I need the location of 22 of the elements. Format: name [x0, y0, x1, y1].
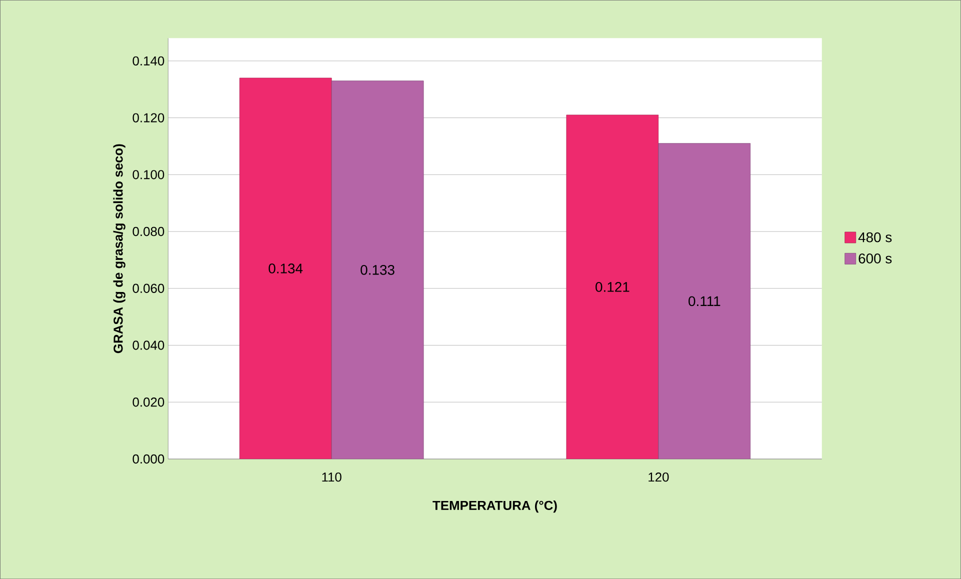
- y-tick-label: 0.100: [132, 170, 164, 180]
- data-label: 0.111: [688, 296, 720, 306]
- bar: [331, 80, 424, 459]
- legend-label: 600 s: [858, 253, 892, 264]
- y-tick-label: 0.040: [132, 340, 164, 350]
- y-tick-label: 0.060: [132, 284, 164, 293]
- bar: [658, 143, 751, 459]
- data-label: 0.134: [268, 263, 303, 274]
- y-axis-title: GRASA (g de grasa/g solido seco): [113, 144, 126, 354]
- y-tick-label: 0.080: [132, 226, 164, 236]
- y-tick-label: 0.020: [132, 397, 164, 407]
- x-tick-label: 120: [648, 472, 669, 482]
- legend-label: 480 s: [858, 232, 892, 242]
- x-axis-title: TEMPERATURA (°C): [432, 500, 557, 513]
- y-tick-label: 0.140: [132, 56, 164, 66]
- data-label: 0.133: [360, 264, 394, 275]
- bar: [566, 114, 659, 459]
- x-tick-label: 110: [322, 472, 342, 482]
- data-label: 0.121: [596, 282, 630, 292]
- y-tick-label: 0.120: [132, 113, 164, 122]
- y-tick-label: 0.000: [132, 454, 164, 464]
- bar: [239, 78, 332, 459]
